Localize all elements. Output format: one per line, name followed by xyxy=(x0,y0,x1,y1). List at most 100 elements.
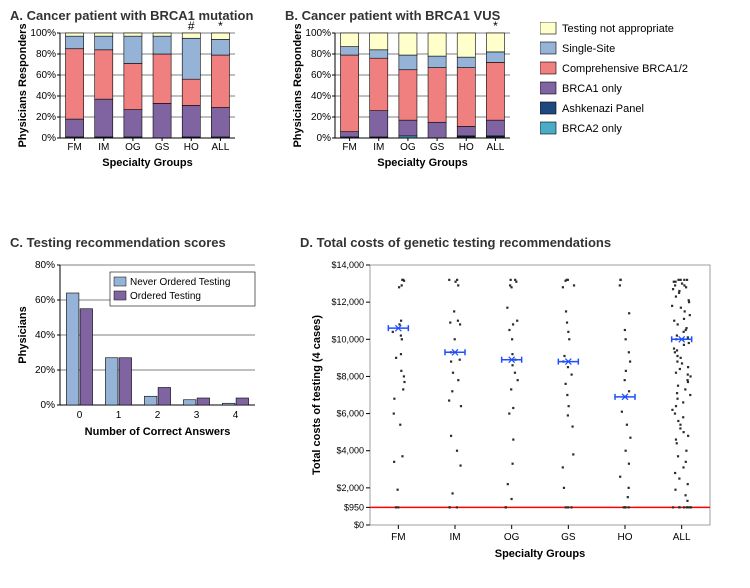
data-point xyxy=(689,375,691,377)
xtick-label: FM xyxy=(67,142,81,153)
data-point xyxy=(679,424,681,426)
xtick-label: GS xyxy=(561,532,576,543)
data-point xyxy=(460,405,462,407)
data-point xyxy=(516,320,518,322)
bar-segment xyxy=(341,33,359,47)
bar-segment xyxy=(428,56,446,68)
ytick-label: 40% xyxy=(311,91,331,102)
xtick-label: IM xyxy=(98,142,109,153)
bar-segment xyxy=(182,33,200,38)
xtick-label: ALL xyxy=(673,532,691,543)
bar-segment xyxy=(182,79,200,105)
bar-segment xyxy=(428,122,446,138)
ytick-label: $8,000 xyxy=(336,371,364,381)
data-point xyxy=(625,450,627,452)
data-point xyxy=(677,385,679,387)
data-point xyxy=(506,307,508,309)
data-point xyxy=(686,279,688,281)
bar-segment xyxy=(95,50,113,99)
data-point xyxy=(686,506,688,508)
data-point xyxy=(685,286,687,288)
data-point xyxy=(682,401,684,403)
ytick-label: 80% xyxy=(36,49,56,60)
data-point xyxy=(454,338,456,340)
data-point xyxy=(505,506,507,508)
ytick-label: $14,000 xyxy=(331,260,364,270)
ytick-label: 60% xyxy=(311,70,331,81)
bar xyxy=(80,309,92,405)
data-point xyxy=(683,331,685,333)
data-point xyxy=(395,357,397,359)
data-point xyxy=(567,506,569,508)
data-point xyxy=(510,286,512,288)
panel-b-chart: B. Cancer patient with BRCA1 VUS0%20%40%… xyxy=(285,8,535,173)
legend-swatch xyxy=(540,102,556,114)
bar-segment xyxy=(211,55,229,108)
legend-label: Ashkenazi Panel xyxy=(562,103,644,115)
ytick-label: $0 xyxy=(354,520,364,530)
ytick-label: 100% xyxy=(305,28,331,39)
data-point xyxy=(565,506,567,508)
bar-segment xyxy=(428,68,446,123)
data-point xyxy=(568,338,570,340)
data-point xyxy=(623,506,625,508)
bar-segment xyxy=(486,62,504,120)
data-point xyxy=(450,435,452,437)
legend-label: BRCA1 only xyxy=(562,83,622,95)
xtick-label: 2 xyxy=(155,410,161,421)
ytick-label: 80% xyxy=(311,49,331,60)
y-axis-label: Physicians xyxy=(17,306,29,363)
bar-segment xyxy=(457,57,475,68)
data-point xyxy=(687,373,689,375)
legend-swatch xyxy=(540,82,556,94)
bar-segment xyxy=(399,55,417,70)
data-point xyxy=(573,284,575,286)
data-point xyxy=(625,370,627,372)
data-point xyxy=(679,427,681,429)
data-point xyxy=(684,310,686,312)
data-point xyxy=(684,388,686,390)
ytick-label: 0% xyxy=(41,400,56,411)
annotation: * xyxy=(493,19,498,33)
legend-label: Testing not appropriate xyxy=(562,23,674,35)
data-point xyxy=(393,398,395,400)
data-point xyxy=(688,506,690,508)
panel-title: D. Total costs of genetic testing recomm… xyxy=(300,235,611,250)
bar-segment xyxy=(341,55,359,132)
xtick-label: FM xyxy=(342,142,356,153)
bar-segment xyxy=(66,119,84,137)
bar xyxy=(66,293,78,405)
data-point xyxy=(457,379,459,381)
data-point xyxy=(564,280,566,282)
data-point xyxy=(515,281,517,283)
data-point xyxy=(674,472,676,474)
data-point xyxy=(511,338,513,340)
data-point xyxy=(459,359,461,361)
data-point xyxy=(689,394,691,396)
data-point xyxy=(688,301,690,303)
data-point xyxy=(679,368,681,370)
data-point xyxy=(682,416,684,418)
bar-segment xyxy=(486,33,504,52)
bar-segment xyxy=(95,36,113,50)
bar-segment xyxy=(66,33,84,36)
xtick-label: HO xyxy=(184,142,199,153)
data-point xyxy=(678,292,680,294)
xtick-label: 1 xyxy=(116,410,122,421)
data-point xyxy=(677,279,679,281)
bar-segment xyxy=(457,126,475,135)
bar-segment xyxy=(95,99,113,137)
data-point xyxy=(401,284,403,286)
data-point xyxy=(452,372,454,374)
ytick-label: 60% xyxy=(36,70,56,81)
ytick-label: 40% xyxy=(36,91,56,102)
bar-segment xyxy=(124,110,142,137)
data-point xyxy=(674,489,676,491)
bar-segment xyxy=(124,63,142,109)
data-point xyxy=(685,461,687,463)
panel-title: C. Testing recommendation scores xyxy=(10,235,226,250)
bar-segment xyxy=(211,33,229,39)
ytick-label: 20% xyxy=(35,365,55,376)
bar-segment xyxy=(370,33,388,50)
data-point xyxy=(511,353,513,355)
